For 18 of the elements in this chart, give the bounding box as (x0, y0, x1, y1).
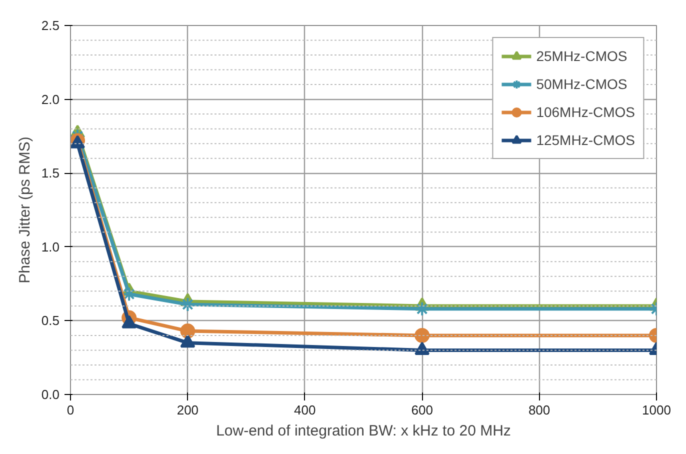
legend-label: 106MHz-CMOS (536, 104, 635, 120)
legend-label: 50MHz-CMOS (536, 76, 628, 92)
legend-label: 25MHz-CMOS (536, 48, 628, 64)
x-tick-label: 0 (66, 402, 74, 418)
y-tick-label: 1.5 (41, 166, 60, 181)
x-tick-label: 400 (294, 402, 316, 418)
x-axis-title: Low-end of integration BW: x kHz to 20 MHz (216, 422, 511, 440)
x-tick-label: 1000 (642, 402, 671, 418)
y-tick-label: 1.0 (41, 239, 60, 254)
legend-label: 125MHz-CMOS (536, 132, 635, 148)
y-axis-title: Phase Jitter (ps RMS) (16, 136, 34, 284)
y-tick-label: 2.0 (41, 92, 60, 107)
x-tick-label: 600 (411, 402, 433, 418)
x-tick-label: 800 (528, 402, 550, 418)
x-tick-label: 200 (176, 402, 199, 418)
y-tick-label: 0.0 (41, 387, 60, 402)
y-tick-label: 2.5 (41, 18, 60, 33)
y-tick-label: 0.5 (41, 313, 60, 328)
